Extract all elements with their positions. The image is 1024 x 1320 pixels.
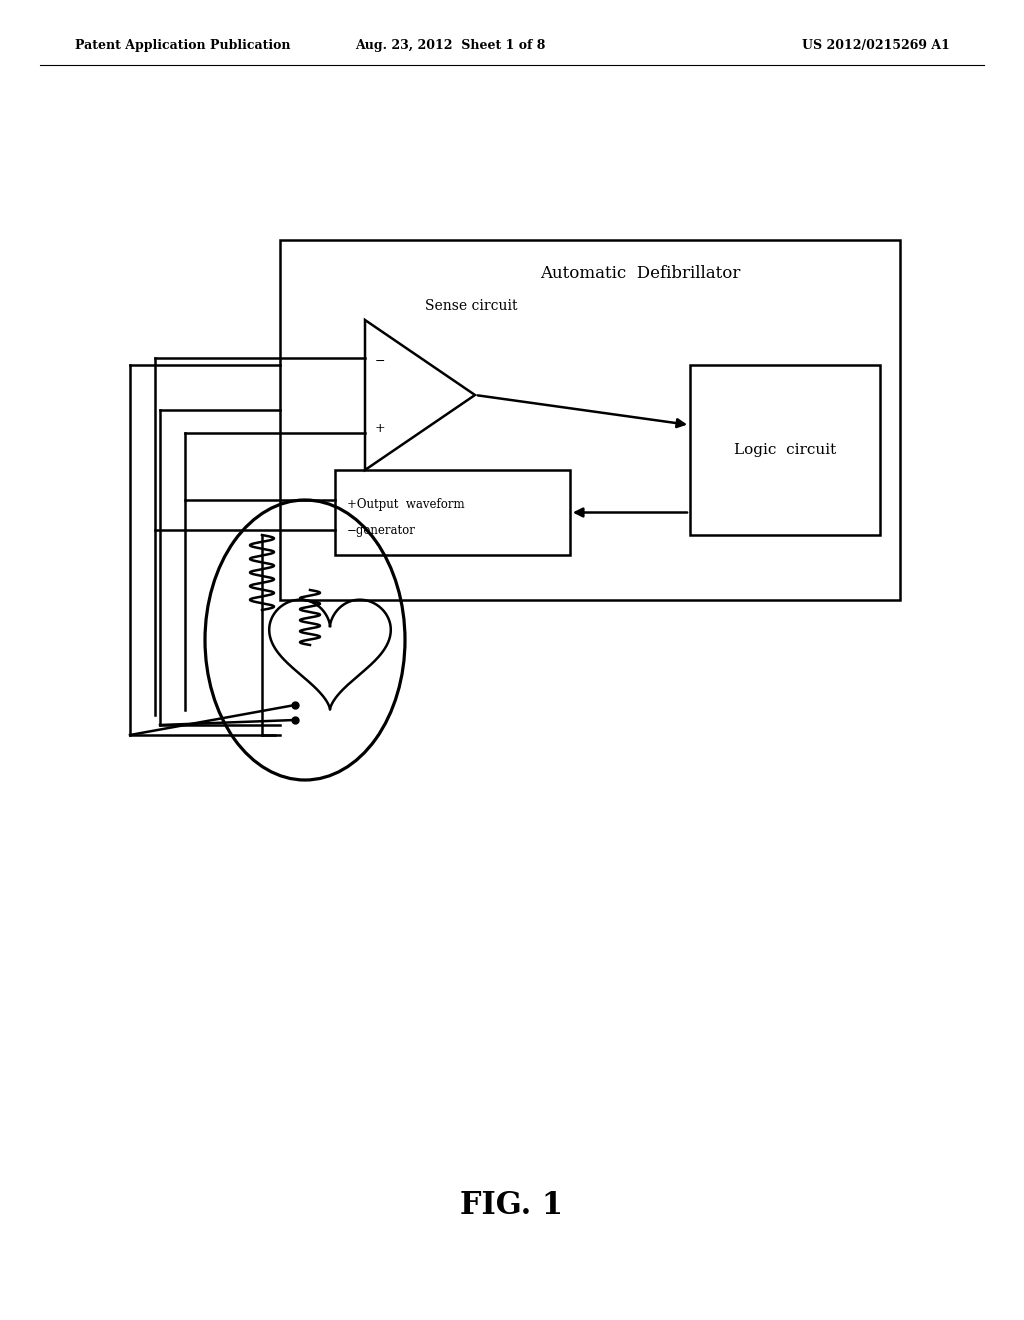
Text: US 2012/0215269 A1: US 2012/0215269 A1 <box>802 38 950 51</box>
Text: Logic  circuit: Logic circuit <box>734 444 837 457</box>
Text: +: + <box>375 422 386 436</box>
Text: Aug. 23, 2012  Sheet 1 of 8: Aug. 23, 2012 Sheet 1 of 8 <box>354 38 545 51</box>
Text: Patent Application Publication: Patent Application Publication <box>75 38 291 51</box>
Text: +Output  waveform: +Output waveform <box>347 498 465 511</box>
Text: −: − <box>375 355 385 368</box>
Text: Sense circuit: Sense circuit <box>425 300 517 313</box>
Text: Automatic  Defibrillator: Automatic Defibrillator <box>540 265 740 282</box>
Text: −generator: −generator <box>347 524 416 537</box>
Text: FIG. 1: FIG. 1 <box>461 1189 563 1221</box>
